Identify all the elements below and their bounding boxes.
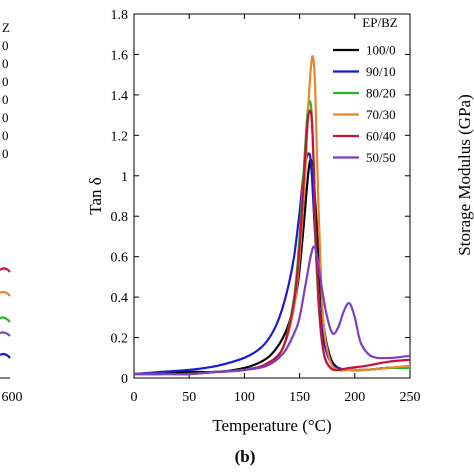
legend-item: 80/20 [333,86,396,101]
legend-label: 90/10 [366,64,396,79]
y-axis: 0 0.2 0.4 0.6 0.8 1 1.2 1.4 1.6 1.8 [111,8,410,387]
legend-label: 100/0 [366,43,396,58]
panel-a-curve-fragment [0,290,11,297]
panel-a-curve-fragment [0,316,11,323]
panel-a-curve-fragment [0,331,11,337]
panel-a-legend-fragment: 0 [2,92,9,107]
panel-a-legend-fragment: 0 [2,38,9,53]
x-tick-label: 200 [344,390,365,405]
x-tick-label: 50 [182,390,196,405]
legend-item: 100/0 [333,43,396,58]
series-lines [133,54,411,376]
y-tick-label: 1.2 [111,129,129,144]
y-tick-label: 0.8 [111,210,129,225]
y-tick-label: 1.6 [111,48,129,63]
series-line-70-30 [133,54,411,376]
x-tick-label: 250 [400,390,421,405]
legend-label: 70/30 [366,107,396,122]
panel-a-x-tick-label: 600 [2,390,23,405]
plot-frame [133,13,411,379]
legend-title: EP/BZ [362,15,397,30]
panel-a-legend-fragment: 0 [2,146,9,161]
panel-a-legend-fragment: Z [2,20,10,35]
legend-item: 70/30 [333,107,396,122]
panel-a-legend-fragment: 0 [2,110,9,125]
panel-c-y-axis-title: Storage Modulus (GPa) [455,94,474,255]
panel-a-fragment: Z 0 0 0 0 0 0 0 600 [0,20,23,405]
legend-item: 60/40 [333,129,396,144]
x-tick-label: 0 [131,390,138,405]
panel-b-chart: 0 0.2 0.4 0.6 0.8 1 1.2 1.4 1.6 1.8 0 50 100 150 200 2… [86,8,421,466]
legend-item: 50/50 [333,150,396,165]
y-tick-label: 0.2 [111,332,129,347]
legend-label: 60/40 [366,129,396,144]
x-axis: 0 50 100 150 200 250 [131,14,421,405]
y-tick-label: 0 [121,372,128,387]
panel-label-b: (b) [235,447,256,466]
x-tick-label: 150 [289,390,310,405]
y-tick-label: 1 [121,170,128,185]
panel-a-curve-fragment [0,267,11,273]
panel-a-curve-fragment [0,352,11,359]
series-line-100-0 [133,158,411,376]
panel-c-fragment: Storage Modulus (GPa) [455,94,474,255]
y-axis-title: Tan δ [86,177,105,215]
y-tick-label: 1.8 [111,8,129,23]
legend: EP/BZ 100/0 90/10 80/20 70/30 60/40 50/50 [333,15,398,165]
legend-label: 80/20 [366,86,396,101]
panel-a-legend-fragment: 0 [2,74,9,89]
panel-a-legend-fragment: 0 [2,56,9,71]
y-tick-label: 0.6 [111,251,129,266]
y-tick-label: 0.4 [111,291,129,306]
legend-item: 90/10 [333,64,396,79]
y-tick-label: 1.4 [111,89,129,104]
x-axis-title: Temperature (°C) [212,416,331,435]
series-line-50-50 [133,245,411,376]
series-line-90-10 [133,152,411,376]
panel-a-legend-fragment: 0 [2,128,9,143]
legend-label: 50/50 [366,150,396,165]
x-tick-label: 100 [234,390,255,405]
